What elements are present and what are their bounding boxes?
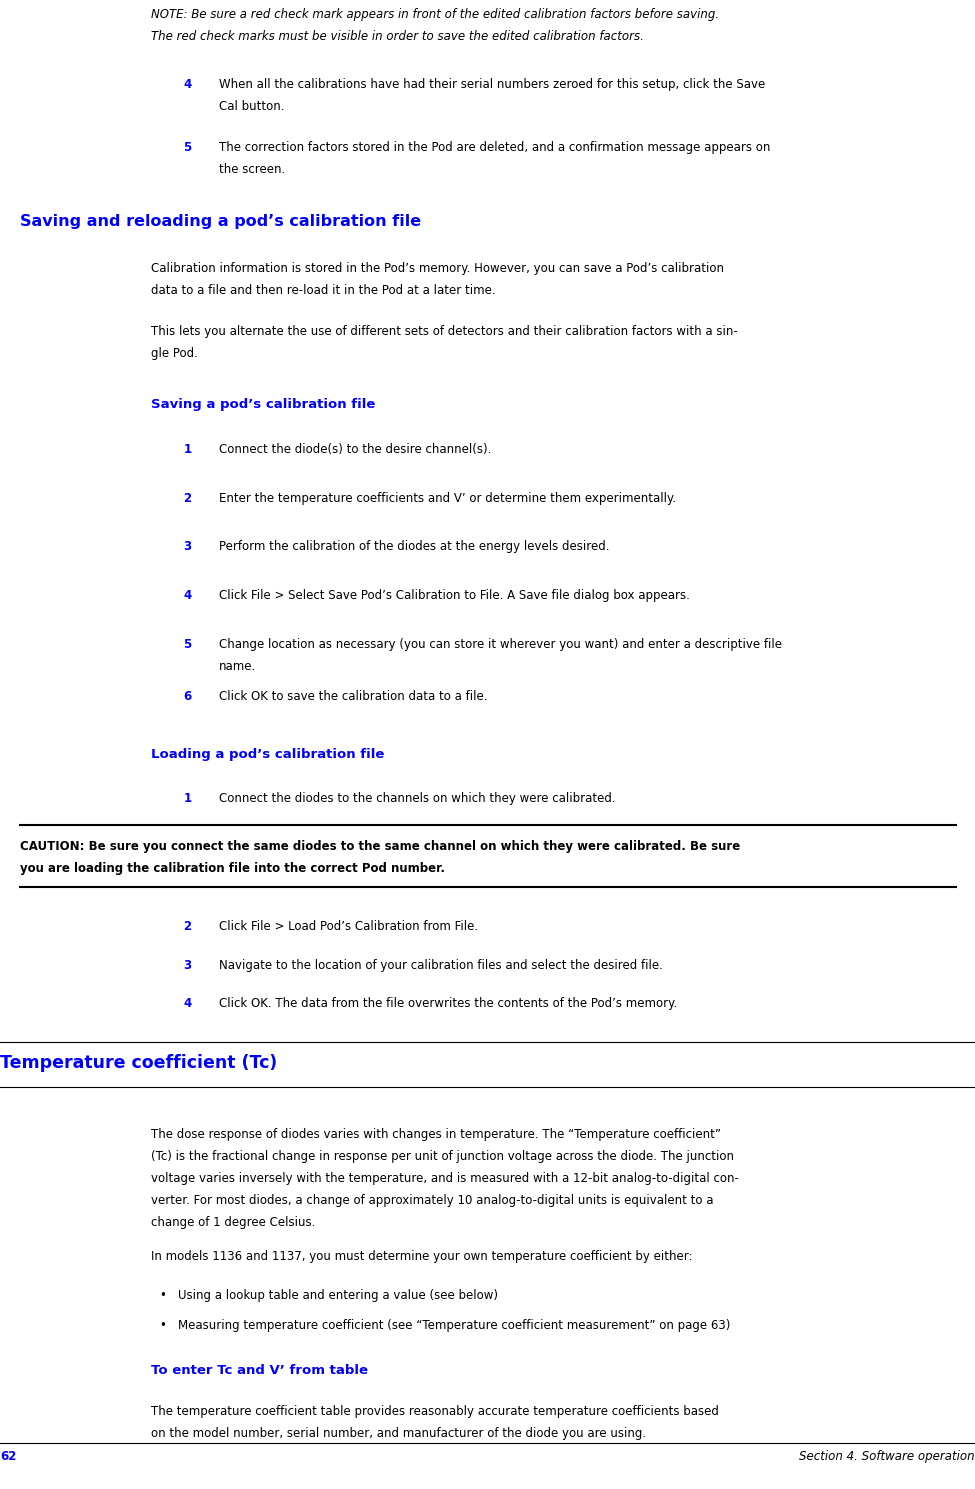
Text: Using a lookup table and entering a value (see below): Using a lookup table and entering a valu… <box>178 1289 498 1303</box>
Text: 1: 1 <box>183 442 191 456</box>
Text: the screen.: the screen. <box>219 164 286 177</box>
Text: voltage varies inversely with the temperature, and is measured with a 12-bit ana: voltage varies inversely with the temper… <box>151 1172 739 1185</box>
Text: Calibration information is stored in the Pod’s memory. However, you can save a P: Calibration information is stored in the… <box>151 262 724 275</box>
Text: NOTE: Be sure a red check mark appears in front of the edited calibration factor: NOTE: Be sure a red check mark appears i… <box>151 7 720 21</box>
Text: you are loading the calibration file into the correct Pod number.: you are loading the calibration file int… <box>20 862 445 876</box>
Text: Click OK to save the calibration data to a file.: Click OK to save the calibration data to… <box>219 689 488 703</box>
Text: Perform the calibration of the diodes at the energy levels desired.: Perform the calibration of the diodes at… <box>219 541 610 554</box>
Text: 1: 1 <box>183 792 191 806</box>
Text: Navigate to the location of your calibration files and select the desired file.: Navigate to the location of your calibra… <box>219 959 663 972</box>
Text: data to a file and then re-load it in the Pod at a later time.: data to a file and then re-load it in th… <box>151 284 495 296</box>
Text: CAUTION: Be sure you connect the same diodes to the same channel on which they w: CAUTION: Be sure you connect the same di… <box>20 840 740 853</box>
Text: Change location as necessary (you can store it wherever you want) and enter a de: Change location as necessary (you can st… <box>219 639 782 651</box>
Text: •: • <box>159 1319 166 1333</box>
Text: 4: 4 <box>183 998 191 1011</box>
Text: When all the calibrations have had their serial numbers zeroed for this setup, c: When all the calibrations have had their… <box>219 77 765 91</box>
Text: 5: 5 <box>183 141 191 155</box>
Text: Loading a pod’s calibration file: Loading a pod’s calibration file <box>151 747 384 761</box>
Text: Cal button.: Cal button. <box>219 100 285 113</box>
Text: Click File > Select Save Pod’s Calibration to File. A Save file dialog box appea: Click File > Select Save Pod’s Calibrati… <box>219 590 690 603</box>
Text: change of 1 degree Celsius.: change of 1 degree Celsius. <box>151 1217 316 1230</box>
Text: verter. For most diodes, a change of approximately 10 analog-to-digital units is: verter. For most diodes, a change of app… <box>151 1194 714 1208</box>
Text: 4: 4 <box>183 77 191 91</box>
Text: gle Pod.: gle Pod. <box>151 347 198 360</box>
Text: Enter the temperature coefficients and V’ or determine them experimentally.: Enter the temperature coefficients and V… <box>219 491 677 505</box>
Text: Saving and reloading a pod’s calibration file: Saving and reloading a pod’s calibration… <box>20 214 420 229</box>
Text: Click OK. The data from the file overwrites the contents of the Pod’s memory.: Click OK. The data from the file overwri… <box>219 998 678 1011</box>
Text: Saving a pod’s calibration file: Saving a pod’s calibration file <box>151 398 375 411</box>
Text: 2: 2 <box>183 491 191 505</box>
Text: 3: 3 <box>183 541 191 554</box>
Text: In models 1136 and 1137, you must determine your own temperature coefficient by : In models 1136 and 1137, you must determ… <box>151 1251 692 1264</box>
Text: Connect the diodes to the channels on which they were calibrated.: Connect the diodes to the channels on wh… <box>219 792 616 806</box>
Text: 5: 5 <box>183 639 191 651</box>
Text: on the model number, serial number, and manufacturer of the diode you are using.: on the model number, serial number, and … <box>151 1428 646 1440</box>
Text: (Tc) is the fractional change in response per unit of junction voltage across th: (Tc) is the fractional change in respons… <box>151 1151 734 1163</box>
Text: name.: name. <box>219 660 256 673</box>
Text: 3: 3 <box>183 959 191 972</box>
Text: 6: 6 <box>183 689 191 703</box>
Text: The dose response of diodes varies with changes in temperature. The “Temperature: The dose response of diodes varies with … <box>151 1129 722 1142</box>
Text: This lets you alternate the use of different sets of detectors and their calibra: This lets you alternate the use of diffe… <box>151 326 738 338</box>
Text: Click File > Load Pod’s Calibration from File.: Click File > Load Pod’s Calibration from… <box>219 920 479 934</box>
Text: Connect the diode(s) to the desire channel(s).: Connect the diode(s) to the desire chann… <box>219 442 491 456</box>
Text: The red check marks must be visible in order to save the edited calibration fact: The red check marks must be visible in o… <box>151 30 644 43</box>
Text: The correction factors stored in the Pod are deleted, and a confirmation message: The correction factors stored in the Pod… <box>219 141 771 155</box>
Text: •: • <box>159 1289 166 1303</box>
Text: 4: 4 <box>183 590 191 603</box>
Text: Measuring temperature coefficient (see “Temperature coefficient measurement” on : Measuring temperature coefficient (see “… <box>178 1319 731 1333</box>
Text: The temperature coefficient table provides reasonably accurate temperature coeff: The temperature coefficient table provid… <box>151 1406 719 1419</box>
Text: 2: 2 <box>183 920 191 934</box>
Text: Section 4. Software operation: Section 4. Software operation <box>800 1450 975 1464</box>
Text: To enter Tc and V’ from table: To enter Tc and V’ from table <box>151 1364 369 1377</box>
Text: 62: 62 <box>0 1450 17 1464</box>
Text: Temperature coefficient (Tc): Temperature coefficient (Tc) <box>0 1054 277 1072</box>
